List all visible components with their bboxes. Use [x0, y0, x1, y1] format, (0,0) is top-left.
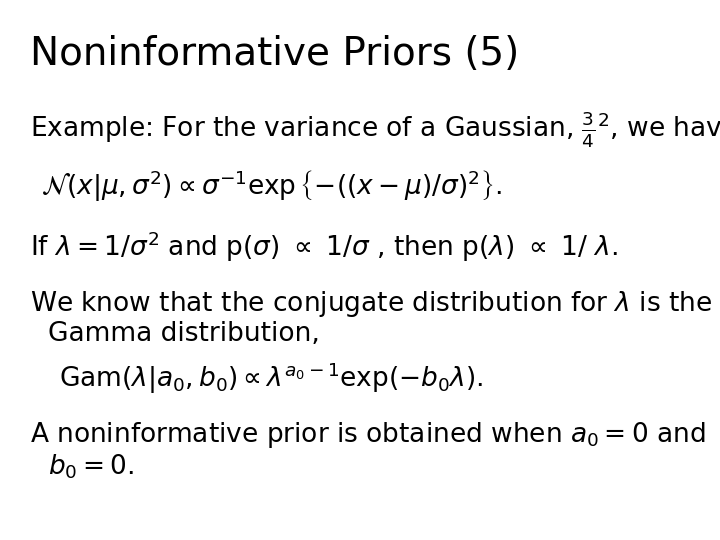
Text: $\mathrm{Gam}(\lambda|a_0, b_0) \propto \lambda^{a_0-1} \exp(-b_0\lambda).$: $\mathrm{Gam}(\lambda|a_0, b_0) \propto …: [59, 361, 483, 396]
Text: Gamma distribution,: Gamma distribution,: [48, 321, 320, 347]
Text: A noninformative prior is obtained when $a_0 = 0$ and: A noninformative prior is obtained when …: [30, 420, 705, 450]
Text: We know that the conjugate distribution for $\lambda$ is the: We know that the conjugate distribution …: [30, 289, 712, 319]
Text: Example: For the variance of a Gaussian, $\frac{3}{4}^2$, we have: Example: For the variance of a Gaussian,…: [30, 110, 720, 150]
Text: If $\lambda = 1/\sigma^2$ and p($\sigma$) $\propto$ 1/$\sigma$ , then p($\lambda: If $\lambda = 1/\sigma^2$ and p($\sigma$…: [30, 230, 618, 265]
Text: $\mathcal{N}(x|\mu, \sigma^2) \propto \sigma^{-1} \exp\left\{-((x - \mu)/\sigma): $\mathcal{N}(x|\mu, \sigma^2) \propto \s…: [40, 168, 502, 204]
Text: Noninformative Priors (5): Noninformative Priors (5): [30, 35, 519, 73]
Text: $b_0 = 0.$: $b_0 = 0.$: [48, 453, 135, 481]
